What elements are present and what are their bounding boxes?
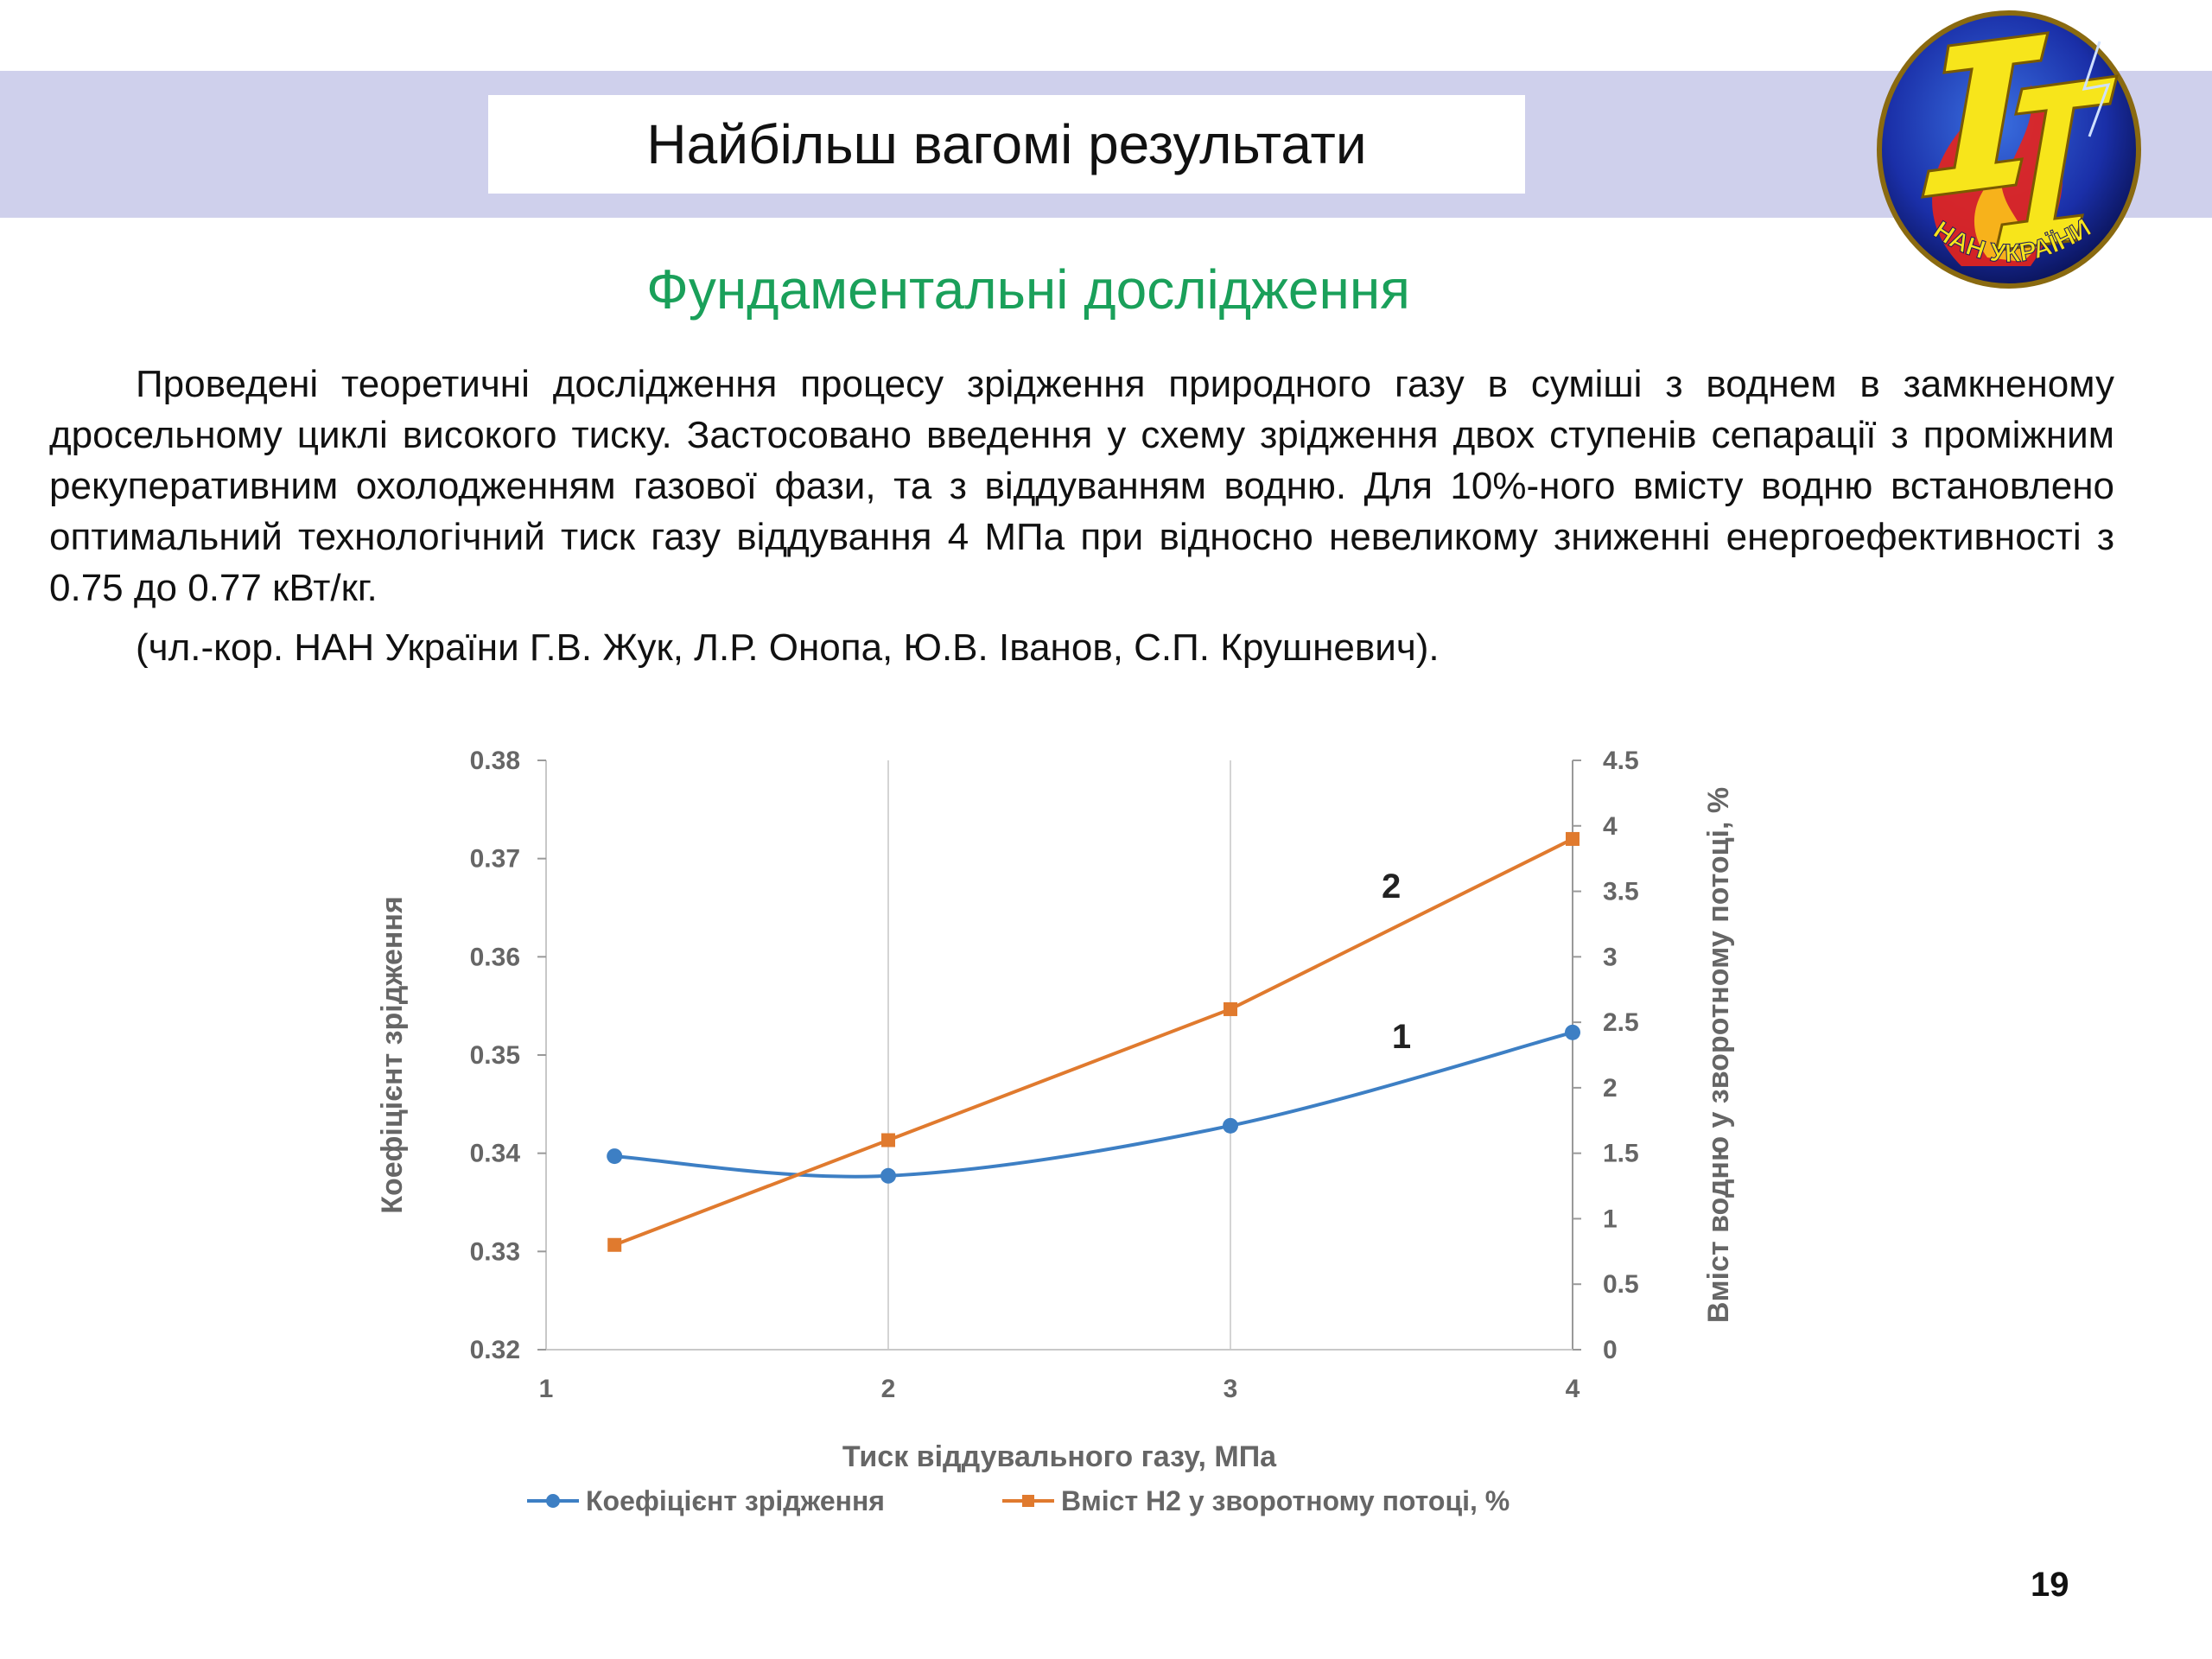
series-1-point (1565, 1024, 1580, 1040)
series-line-1 (614, 1030, 1573, 1179)
institute-logo-icon: НАН УКРАЇНИ (1877, 10, 2141, 289)
right-tick-label: 4 (1603, 812, 1618, 841)
chart-axes: 1 2 3 40.320.330.340.350.360.370.3800.511.5… (470, 747, 1639, 1403)
left-tick-label: 0.35 (470, 1041, 520, 1070)
body-text: Проведені теоретичні дослідження процесу… (49, 363, 2114, 609)
series-1-point (880, 1167, 896, 1184)
left-tick-label: 0.36 (470, 943, 520, 971)
chart-legend: Коефіцієнт зрідження Вміст Н2 у зворотном… (527, 1485, 1510, 1516)
x-axis-title: Тиск віддувального газу, МПа (842, 1440, 1277, 1473)
right-tick-label: 4.5 (1603, 747, 1639, 775)
chart-axis-labels: Тиск віддувального газу, МПа Коефіцієнт з… (376, 787, 1735, 1473)
page-number: 19 (2031, 1566, 2069, 1604)
legend-marker-1 (546, 1494, 560, 1508)
x-tick-label: 2 (881, 1375, 896, 1403)
right-tick-label: 1 (1603, 1205, 1618, 1233)
right-tick-label: 0.5 (1603, 1270, 1639, 1299)
right-tick-label: 0 (1603, 1336, 1618, 1364)
body-paragraph: Проведені теоретичні дослідження процесу… (49, 359, 2114, 613)
x-tick-label: 3 (1224, 1375, 1238, 1403)
series-label-1: 1 (1392, 1018, 1411, 1056)
left-tick-label: 0.38 (470, 747, 520, 775)
right-tick-label: 3.5 (1603, 878, 1639, 906)
right-tick-label: 1.5 (1603, 1140, 1639, 1168)
series-2-point (881, 1133, 895, 1147)
series-2-point (607, 1237, 622, 1252)
series-2-point (1566, 831, 1580, 846)
left-axis-title: Коефіцієнт зрідження (376, 896, 409, 1214)
x-tick-label: 4 (1566, 1375, 1580, 1403)
series-line-2 (613, 837, 1573, 1247)
right-axis-title: Вміст водню у зворотному потоці, % (1702, 787, 1735, 1323)
right-tick-label: 3 (1603, 943, 1618, 971)
right-tick-label: 2 (1603, 1074, 1618, 1103)
left-tick-label: 0.34 (470, 1140, 521, 1168)
authors-line: (чл.-кор. НАН України Г.В. Жук, Л.Р. Оно… (136, 626, 1440, 669)
legend-label-2: Вміст Н2 у зворотному потоці, % (1061, 1485, 1510, 1516)
series-label-2: 2 (1382, 868, 1401, 906)
page-title: Найбільш вагомі результати (488, 95, 1525, 194)
series-1-point (607, 1148, 623, 1165)
series-2-point (1224, 1001, 1237, 1016)
chart: 1 2 3 40.320.330.340.350.360.370.3800.511.5… (376, 747, 1735, 1516)
chart-grid (545, 760, 1573, 1350)
right-tick-label: 2.5 (1603, 1008, 1639, 1037)
left-tick-label: 0.37 (470, 845, 520, 874)
series-1-point (1223, 1117, 1238, 1134)
chart-series: 12 (607, 831, 1580, 1252)
legend-label-1: Коефіцієнт зрідження (586, 1485, 885, 1516)
legend-marker-2 (1022, 1495, 1034, 1507)
left-tick-label: 0.32 (470, 1336, 520, 1364)
left-tick-label: 0.33 (470, 1237, 520, 1266)
section-subtitle: Фундаментальні дослідження (646, 258, 1410, 321)
x-tick-label: 1 (539, 1375, 554, 1403)
